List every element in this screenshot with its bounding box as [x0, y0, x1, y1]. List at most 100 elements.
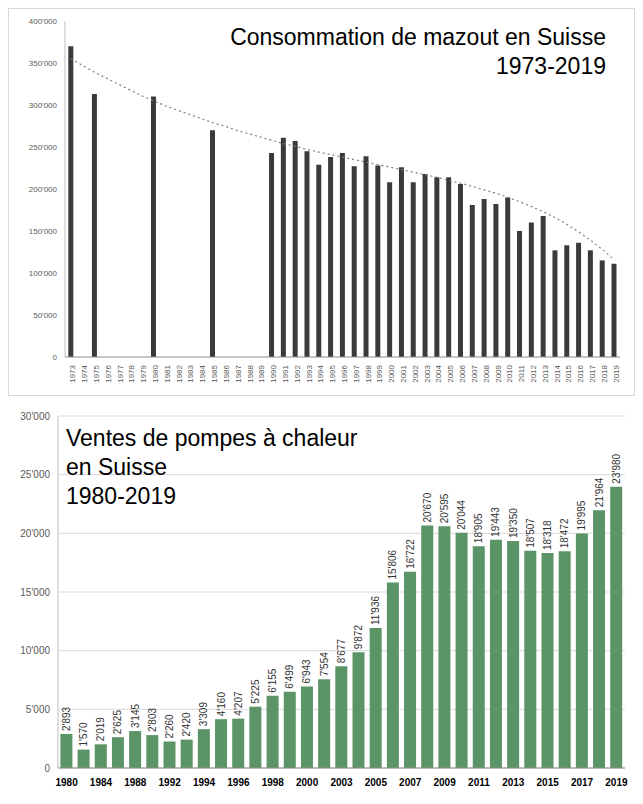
svg-text:1978: 1978 — [127, 364, 136, 382]
svg-text:0: 0 — [44, 763, 50, 774]
svg-text:1980: 1980 — [151, 364, 160, 382]
svg-text:23'980: 23'980 — [611, 453, 622, 483]
svg-text:1973: 1973 — [68, 364, 77, 382]
svg-text:18'318: 18'318 — [542, 520, 553, 550]
svg-text:1993: 1993 — [305, 364, 314, 382]
svg-text:300'000: 300'000 — [29, 101, 58, 110]
svg-text:6'943: 6'943 — [301, 659, 312, 684]
svg-text:1982: 1982 — [175, 364, 184, 382]
svg-text:20'000: 20'000 — [20, 528, 50, 539]
svg-text:15'000: 15'000 — [20, 587, 50, 598]
svg-text:19'443: 19'443 — [490, 507, 501, 537]
svg-text:25'000: 25'000 — [20, 469, 50, 480]
svg-text:4'207: 4'207 — [233, 691, 244, 716]
svg-text:1977: 1977 — [116, 364, 125, 382]
svg-text:2014: 2014 — [553, 364, 562, 382]
svg-text:2'420: 2'420 — [181, 712, 192, 737]
svg-text:2007: 2007 — [470, 364, 479, 382]
svg-text:2018: 2018 — [600, 364, 609, 382]
svg-text:7'554: 7'554 — [319, 652, 330, 677]
svg-text:1988: 1988 — [246, 364, 255, 382]
svg-text:2015: 2015 — [537, 777, 560, 788]
svg-text:5'225: 5'225 — [250, 679, 261, 704]
svg-text:16'722: 16'722 — [405, 539, 416, 569]
svg-text:2'893: 2'893 — [61, 706, 72, 731]
svg-text:4'160: 4'160 — [216, 692, 227, 717]
svg-text:18'905: 18'905 — [473, 513, 484, 543]
svg-text:18'472: 18'472 — [559, 518, 570, 548]
svg-text:3'309: 3'309 — [198, 702, 209, 727]
svg-text:8'677: 8'677 — [336, 639, 347, 664]
svg-text:50'000: 50'000 — [33, 311, 57, 320]
svg-text:2009: 2009 — [494, 364, 503, 382]
svg-text:150'000: 150'000 — [29, 227, 58, 236]
svg-text:19'995: 19'995 — [576, 500, 587, 530]
svg-text:2008: 2008 — [482, 364, 491, 382]
svg-text:400'000: 400'000 — [29, 17, 58, 26]
svg-text:1984: 1984 — [90, 777, 113, 788]
svg-text:21'964: 21'964 — [594, 477, 605, 507]
svg-text:1995: 1995 — [328, 364, 337, 382]
svg-text:2012: 2012 — [529, 364, 538, 382]
svg-text:1992: 1992 — [293, 364, 302, 382]
svg-text:1996: 1996 — [340, 364, 349, 382]
svg-text:2017: 2017 — [588, 364, 597, 382]
svg-text:1991: 1991 — [281, 364, 290, 382]
svg-text:1987: 1987 — [234, 364, 243, 382]
svg-text:2016: 2016 — [576, 364, 585, 382]
svg-text:1974: 1974 — [80, 364, 89, 382]
svg-text:2015: 2015 — [564, 364, 573, 382]
svg-text:2013: 2013 — [541, 364, 550, 382]
svg-text:9'872: 9'872 — [353, 625, 364, 650]
svg-text:2019: 2019 — [605, 777, 628, 788]
svg-text:250'000: 250'000 — [29, 143, 58, 152]
svg-text:1999: 1999 — [375, 364, 384, 382]
svg-text:3'145: 3'145 — [130, 704, 141, 729]
svg-text:100'000: 100'000 — [29, 269, 58, 278]
svg-text:2005: 2005 — [446, 364, 455, 382]
svg-text:2000: 2000 — [387, 364, 396, 382]
svg-text:350'000: 350'000 — [29, 59, 58, 68]
svg-text:1992: 1992 — [159, 777, 182, 788]
svg-text:2011: 2011 — [468, 777, 490, 788]
svg-text:1988: 1988 — [124, 777, 147, 788]
svg-text:1994: 1994 — [316, 364, 325, 382]
svg-text:2'803: 2'803 — [147, 708, 158, 733]
svg-text:18'507: 18'507 — [525, 518, 536, 548]
svg-text:1976: 1976 — [104, 364, 113, 382]
svg-text:2011: 2011 — [517, 364, 526, 382]
svg-text:2013: 2013 — [502, 777, 525, 788]
svg-text:1981: 1981 — [163, 364, 172, 382]
svg-text:1994: 1994 — [193, 777, 216, 788]
svg-text:1985: 1985 — [210, 364, 219, 382]
svg-text:10'000: 10'000 — [20, 645, 50, 656]
svg-text:2017: 2017 — [571, 777, 594, 788]
svg-text:2003: 2003 — [423, 364, 432, 382]
svg-text:1990: 1990 — [269, 364, 278, 382]
svg-text:6'155: 6'155 — [267, 668, 278, 693]
svg-text:0: 0 — [53, 353, 58, 362]
svg-text:1980: 1980 — [55, 777, 78, 788]
svg-text:2004: 2004 — [434, 364, 443, 382]
svg-text:2009: 2009 — [433, 777, 456, 788]
svg-text:20'595: 20'595 — [439, 493, 450, 523]
svg-text:1979: 1979 — [139, 364, 148, 382]
svg-text:15'806: 15'806 — [387, 549, 398, 579]
svg-text:2005: 2005 — [365, 777, 388, 788]
svg-text:1996: 1996 — [227, 777, 250, 788]
svg-text:2002: 2002 — [411, 364, 420, 382]
svg-text:11'936: 11'936 — [370, 596, 381, 625]
svg-text:2019: 2019 — [612, 364, 621, 382]
svg-text:2'019: 2'019 — [95, 717, 106, 742]
svg-text:20'670: 20'670 — [422, 492, 433, 522]
svg-text:1984: 1984 — [198, 364, 207, 382]
svg-text:1998: 1998 — [262, 777, 285, 788]
svg-text:2010: 2010 — [505, 364, 514, 382]
svg-text:1983: 1983 — [186, 364, 195, 382]
svg-text:200'000: 200'000 — [29, 185, 58, 194]
svg-text:1998: 1998 — [364, 364, 373, 382]
svg-text:19'350: 19'350 — [508, 508, 519, 538]
svg-text:1975: 1975 — [92, 364, 101, 382]
svg-text:2'260: 2'260 — [164, 714, 175, 739]
svg-text:1986: 1986 — [222, 364, 231, 382]
